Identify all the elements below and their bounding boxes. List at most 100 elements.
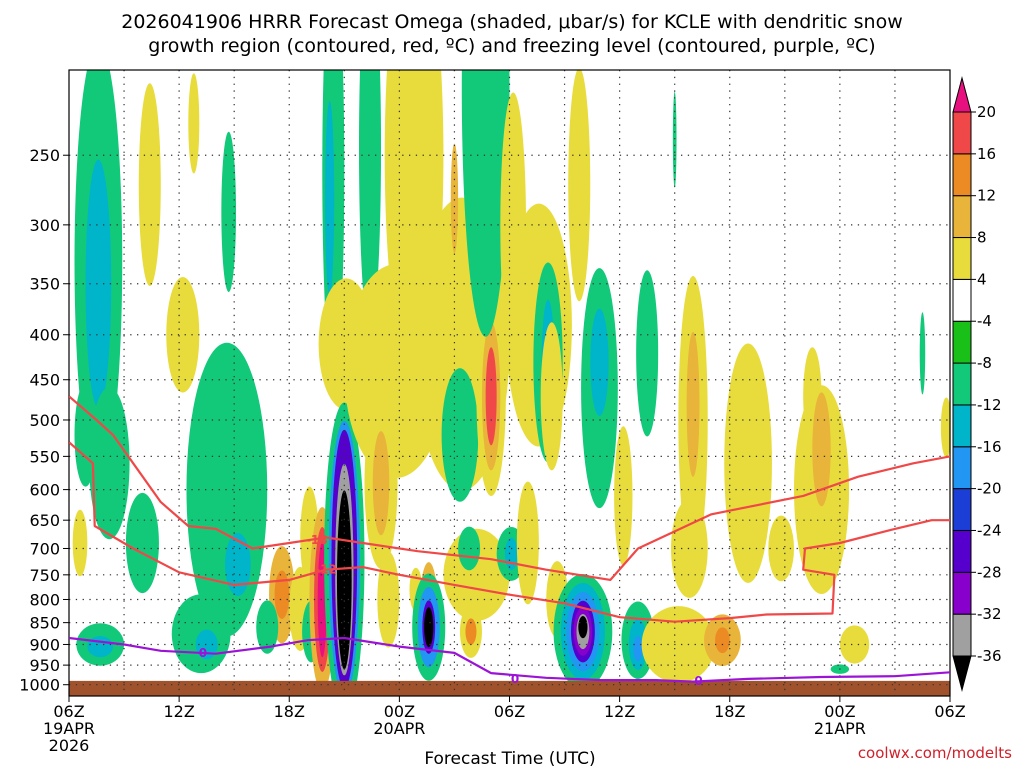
colorbar-swatch-9 [952, 278, 972, 322]
x-tick-label-42-1: 21APR [814, 719, 866, 738]
omega-cell-92 [812, 392, 831, 507]
x-tick-label-48-0: 06Z [934, 702, 965, 721]
omega-cell-20 [256, 600, 279, 654]
omega-cell-2 [85, 159, 112, 408]
colorbar-label-6: -12 [977, 396, 1002, 414]
omega-cell-53 [465, 618, 477, 645]
colorbar-label-13: 20 [977, 103, 996, 121]
omega-cell-62 [516, 481, 539, 605]
colorbar-swatch-2 [952, 571, 972, 615]
colorbar-label-1: -32 [977, 605, 1002, 623]
freezing-level-label-2: 0 [694, 674, 702, 688]
omega-cell-86 [641, 606, 716, 683]
omega-cell-47 [424, 607, 434, 648]
colorbar-label-3: -24 [977, 521, 1002, 539]
colorbar-top-arrow [952, 76, 972, 113]
x-tick-label-36-0: 18Z [714, 702, 745, 721]
omega-cell-80 [633, 636, 643, 662]
omega-cell-66 [568, 70, 591, 302]
colorbar-label-12: 16 [977, 145, 996, 163]
y-tick-label-650: 650 [29, 511, 60, 530]
omega-cell-9 [188, 73, 200, 174]
omega-cell-88 [715, 627, 730, 654]
chart-title-line2: growth region (contoured, red, ºC) and f… [148, 35, 875, 57]
omega-cell-81 [636, 270, 659, 437]
omega-cell-8 [125, 492, 159, 594]
omega-cell-34 [336, 490, 352, 670]
x-tick-label-6-0: 12Z [163, 702, 194, 721]
plot-area [69, 70, 950, 696]
x-tick-label-0-0: 06Z [53, 702, 84, 721]
colorbar-label-4: -20 [977, 480, 1002, 498]
x-axis-label: Forecast Time (UTC) [424, 749, 595, 768]
omega-cell-6 [72, 509, 88, 577]
grid-lines [69, 70, 950, 696]
colorbar-swatch-11 [952, 195, 972, 239]
y-tick-label-450: 450 [29, 371, 60, 390]
colorbar-label-0: -36 [977, 647, 1002, 665]
omega-cell-51 [458, 526, 481, 571]
omega-cell-94 [839, 625, 870, 664]
colorbar-bottom-arrow [952, 655, 972, 692]
credit-text: coolwx.com/modelts [858, 744, 1012, 762]
omega-cell-96 [919, 312, 926, 395]
dgz-contour-line-0 [69, 441, 950, 623]
omega-cell-18 [274, 570, 290, 619]
freezing-level-label-0: 0 [199, 646, 207, 660]
y-tick-label-700: 700 [29, 539, 60, 558]
omega-cell-93 [768, 515, 794, 582]
omega-cell-85 [671, 499, 708, 598]
omega-cell-57 [461, 70, 510, 337]
x-tick-label-0-1: 19APR [43, 719, 95, 738]
colorbar-label-5: -16 [977, 438, 1002, 456]
x-tick-label-42-0: 00Z [824, 702, 855, 721]
omega-cell-49 [450, 143, 459, 254]
colorbar-swatch-4 [952, 488, 972, 531]
omega-cell-56 [485, 347, 497, 446]
y-tick-label-1000: 1000 [19, 676, 60, 695]
omega-cell-38 [377, 551, 400, 648]
colorbar: -36 -32 -28 -24 -20 -16 -12 -8 -4 4 8 12 16 20 [952, 76, 1002, 692]
omega-cell-3 [89, 387, 130, 540]
omega-cell-82 [672, 91, 677, 188]
omega-cell-5 [87, 636, 114, 658]
colorbar-swatch-5 [952, 446, 972, 490]
y-tick-label-400: 400 [29, 326, 60, 345]
freezing-level-label-1: 0 [511, 672, 519, 686]
omega-cell-77 [614, 426, 633, 566]
omega-cell-7 [138, 83, 161, 286]
omega-cell-84 [686, 331, 700, 477]
omega-cell-59 [504, 537, 518, 571]
omega-cell-65 [540, 322, 563, 471]
y-tick-label-250: 250 [29, 146, 60, 165]
omega-cell-26 [358, 70, 382, 333]
colorbar-swatch-8 [952, 320, 972, 364]
omega-cell-37 [372, 431, 390, 536]
dgz-contour-line-1 [69, 395, 950, 581]
colorbar-swatch-6 [952, 404, 972, 448]
colorbar-swatch-1 [952, 613, 972, 657]
contours: -12 -18 0 0 0 [69, 395, 950, 688]
y-tick-label-300: 300 [29, 216, 60, 235]
colorbar-label-8: -4 [977, 312, 992, 330]
x-tick-label-18-0: 00Z [384, 702, 415, 721]
y-tick-label-600: 600 [29, 481, 60, 500]
y-tick-label-950: 950 [29, 656, 60, 675]
colorbar-swatch-3 [952, 529, 972, 573]
omega-cell-14 [225, 533, 251, 596]
colorbar-label-2: -28 [977, 563, 1002, 581]
x-tick-label-12-0: 18Z [274, 702, 305, 721]
omega-cell-48 [441, 368, 479, 502]
x-tick-label-0-2: 2026 [49, 736, 90, 755]
omega-cell-24 [325, 100, 335, 297]
omega-cell-12 [166, 277, 200, 393]
dgz-contour-label-1: -18 [306, 533, 328, 547]
colorbar-swatch-10 [952, 237, 972, 280]
colorbar-swatch-12 [952, 153, 972, 197]
colorbar-label-9: 4 [977, 270, 987, 288]
y-tick-label-550: 550 [29, 447, 60, 466]
freezing-level-line [69, 636, 950, 683]
y-tick-label-350: 350 [29, 275, 60, 294]
omega-cell-97 [940, 397, 950, 458]
